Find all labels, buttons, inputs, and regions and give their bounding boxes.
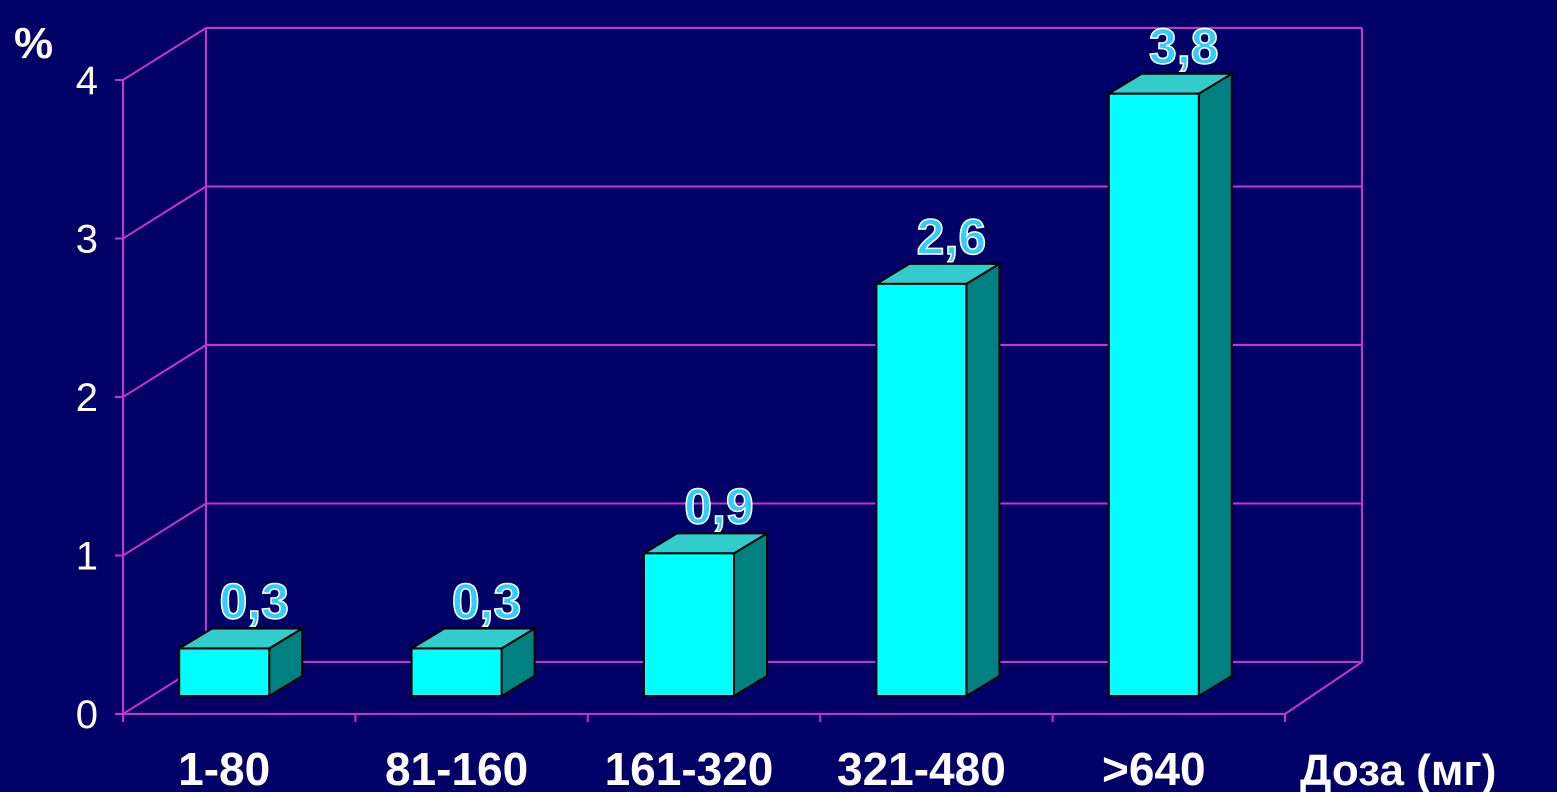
bar: [408, 626, 539, 698]
bar-front-face: [643, 552, 735, 697]
x-tick-label: >640: [1102, 743, 1206, 792]
axes: [115, 79, 1286, 722]
x-axis-label: Доза (мг): [1300, 746, 1496, 792]
bar: [640, 531, 771, 698]
data-label: 2,6: [917, 209, 987, 265]
data-label: 3,8: [1149, 19, 1219, 75]
labels: 0 1 2 3 4 0,3 1-80 0,3 81-160 0,9 161-320 2,6 321-48…: [76, 18, 1220, 792]
y-tick-label: 0: [76, 693, 98, 737]
bar-front-face: [1107, 92, 1200, 697]
bar: [872, 262, 1003, 698]
y-axis-label: %: [14, 19, 53, 68]
bar-side-face: [733, 531, 768, 698]
x-tick-label: 1-80: [178, 743, 270, 792]
grid-diagonal: [122, 344, 207, 398]
floor-right-edge: [1284, 661, 1363, 715]
x-tick-label: 321-480: [837, 743, 1006, 792]
bar: [1105, 71, 1236, 698]
y-tick-label: 3: [76, 218, 98, 262]
bars: [175, 71, 1236, 698]
bar-front-face: [410, 647, 503, 698]
x-tick-label: 161-320: [605, 743, 774, 792]
data-label: 0,9: [684, 478, 754, 534]
data-label: 0,3: [219, 573, 289, 629]
bar-front-face: [178, 647, 271, 698]
bar-side-face: [1197, 71, 1233, 698]
bar-side-face: [965, 262, 1001, 698]
grid-diagonal: [122, 185, 207, 240]
y-tick-label: 2: [76, 376, 98, 420]
bar-front-face: [875, 282, 968, 697]
x-tick-label: 81-160: [385, 743, 528, 792]
grid-diagonal: [122, 502, 207, 557]
data-label: 0,3: [452, 573, 522, 629]
bar: [175, 626, 306, 698]
y-tick-label: 1: [76, 535, 98, 579]
grid-diagonal: [122, 27, 207, 81]
y-tick-label: 4: [76, 59, 98, 103]
